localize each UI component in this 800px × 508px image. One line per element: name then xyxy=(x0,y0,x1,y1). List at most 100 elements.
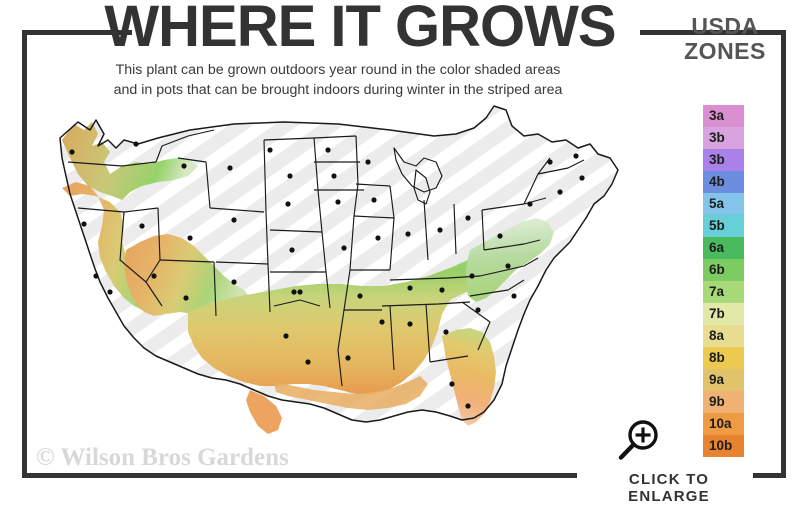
state-line-va-md xyxy=(483,239,541,251)
frame-top-left-segment xyxy=(22,30,132,35)
usda-zone-legend: 3a 3b 3b 4b 5a 5b 6a 6b 7a 7b 8a 8b 9a 9b 10a 10b xyxy=(703,105,744,457)
capital-dot xyxy=(107,289,113,295)
zone-swatch-8a[interactable]: 8a xyxy=(703,325,744,347)
zone-swatch-5b[interactable]: 5b xyxy=(703,215,744,237)
capital-dot xyxy=(407,321,413,327)
zone-swatch-9a[interactable]: 9a xyxy=(703,369,744,391)
zone-swatch-9b[interactable]: 9b xyxy=(703,391,744,413)
state-line-ne-ks xyxy=(269,229,323,233)
capital-dot xyxy=(181,163,187,169)
capital-dot xyxy=(183,295,189,301)
legend-title-line-2: ZONES xyxy=(684,38,766,64)
region-gulf-coast xyxy=(274,376,428,410)
zone-swatch-6b[interactable]: 6b xyxy=(703,259,744,281)
state-line-ga-sc xyxy=(461,301,491,351)
zone-swatch-10b[interactable]: 10b xyxy=(703,435,744,457)
magnifier-plus-icon[interactable] xyxy=(614,418,662,466)
zone-swatch-8b[interactable]: 8b xyxy=(703,347,744,369)
usda-zone-map[interactable] xyxy=(38,100,658,470)
capital-dot xyxy=(81,221,87,227)
state-line-plains-east xyxy=(313,137,331,309)
region-mid-atlantic xyxy=(466,218,554,302)
zone-swatch-4b[interactable]: 4b xyxy=(703,171,744,193)
zone-swatch-6a[interactable]: 6a xyxy=(703,237,744,259)
state-line-midwest-col xyxy=(337,135,359,351)
zone-swatch-3a[interactable]: 3a xyxy=(703,105,744,127)
state-line-ms-al xyxy=(389,305,395,371)
state-line-nc-va xyxy=(479,257,539,277)
capital-dot xyxy=(475,307,481,313)
zone-swatch-3b[interactable]: 3b xyxy=(703,127,744,149)
capital-dot xyxy=(465,215,471,221)
map-svg xyxy=(59,105,619,434)
capital-dot xyxy=(547,159,553,165)
capital-dot xyxy=(357,293,363,299)
frame-bottom-left-segment xyxy=(22,473,577,478)
state-line-mn-ia xyxy=(355,183,391,187)
capital-dot xyxy=(511,293,517,299)
state-line-wy-co xyxy=(209,207,265,213)
capital-dot xyxy=(335,199,341,205)
state-line-ia-mo xyxy=(353,215,395,219)
state-line-az-nm xyxy=(213,261,217,317)
capital-dot xyxy=(93,273,99,279)
capital-dot xyxy=(557,189,563,195)
capital-dot xyxy=(439,287,445,293)
capital-dot xyxy=(283,333,289,339)
lake-michigan-outline xyxy=(413,169,431,205)
zone-swatch-10a[interactable]: 10a xyxy=(703,413,744,435)
page-title: WHERE IT GROWS xyxy=(104,0,616,59)
region-south-texas xyxy=(246,390,282,434)
conus-outline xyxy=(59,105,619,423)
capital-dot xyxy=(573,153,579,159)
capital-dot xyxy=(345,355,351,361)
capital-dot xyxy=(331,173,337,179)
capital-dot xyxy=(341,245,347,251)
capital-dot xyxy=(505,263,511,269)
state-line-ut-az xyxy=(159,259,215,263)
capital-dot xyxy=(231,279,237,285)
state-line-ne-states xyxy=(537,159,585,175)
region-pacific-northwest xyxy=(62,122,198,200)
capital-dot xyxy=(227,165,233,171)
state-line-wy-ne xyxy=(263,139,271,313)
watermark-credit: © Wilson Bros Gardens xyxy=(36,444,289,471)
capital-dot xyxy=(325,147,331,153)
page-subtitle: This plant can be grown outdoors year ro… xyxy=(38,60,638,100)
capital-dot xyxy=(579,175,585,181)
zone-swatch-7a[interactable]: 7a xyxy=(703,281,744,303)
region-florida xyxy=(442,328,496,426)
great-lakes-outline xyxy=(393,147,443,193)
frame-bottom-right-segment xyxy=(722,473,786,478)
capital-dot xyxy=(133,141,139,147)
capital-dot xyxy=(371,197,377,203)
frame-left-edge xyxy=(22,30,27,478)
capital-dot xyxy=(267,147,273,153)
capital-dot xyxy=(465,403,471,409)
state-line-al-ga xyxy=(425,303,431,363)
capital-dot xyxy=(231,217,237,223)
region-southwest xyxy=(124,234,252,320)
zone-swatch-5a[interactable]: 5a xyxy=(703,193,744,215)
state-line-in-oh xyxy=(453,203,457,255)
state-line-id-mt xyxy=(155,129,215,163)
capital-dot xyxy=(365,159,371,165)
state-line-co-nm xyxy=(215,261,269,265)
zone-swatch-7b[interactable]: 7b xyxy=(703,303,744,325)
state-line-ca-nv xyxy=(119,211,163,307)
legend-title-line-1: USDA xyxy=(691,13,759,39)
capital-dot xyxy=(287,173,293,179)
capital-dot xyxy=(407,285,413,291)
frame-right-edge xyxy=(781,30,786,478)
capital-dot xyxy=(405,231,411,237)
state-line-il-in xyxy=(423,199,429,261)
click-to-enlarge-label[interactable]: CLICK TO ENLARGE xyxy=(585,468,753,508)
state-line-oh-pa xyxy=(481,209,485,251)
state-line-ky-tn xyxy=(389,275,481,281)
state-line-sc-nc xyxy=(469,279,525,297)
zone-swatch-3b[interactable]: 3b xyxy=(703,149,744,171)
capital-city-dots xyxy=(69,141,585,409)
state-line-wi-il xyxy=(389,185,395,271)
state-line-wa-or xyxy=(67,161,157,167)
